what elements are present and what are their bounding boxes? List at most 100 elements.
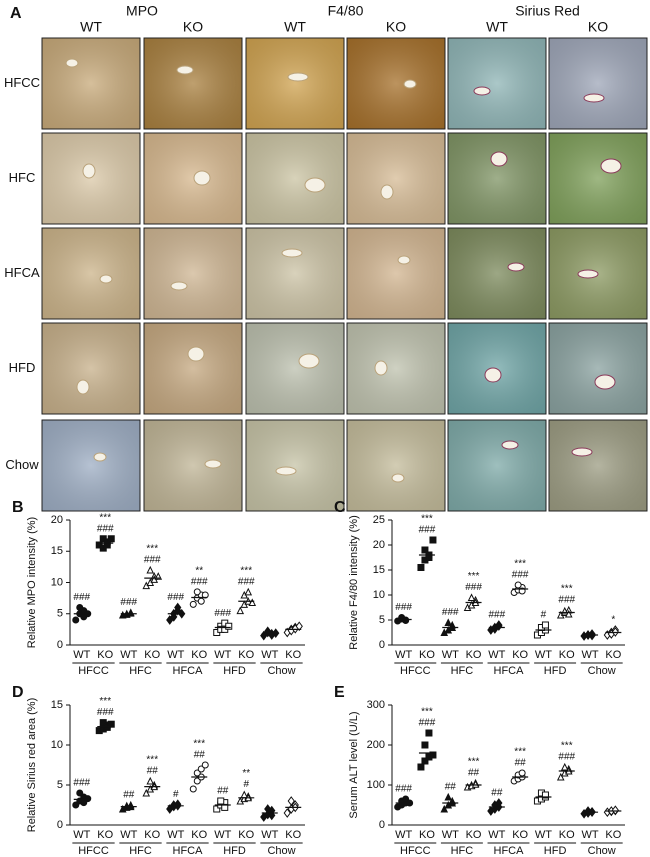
data-point xyxy=(440,804,449,813)
data-point xyxy=(236,606,245,615)
significance-label: *** xyxy=(99,512,111,523)
group-label: HFCA xyxy=(494,845,525,857)
micrograph-shade xyxy=(144,228,242,319)
y-tick-label: 10 xyxy=(373,589,385,601)
group-label: HFCC xyxy=(400,845,431,857)
x-tick-label: WT xyxy=(120,649,137,661)
y-tick-label: 100 xyxy=(367,779,385,791)
significance-label: # xyxy=(243,779,249,790)
data-point xyxy=(189,600,197,608)
micrograph-shade xyxy=(144,133,242,224)
data-point xyxy=(417,763,425,771)
vessel xyxy=(501,440,519,450)
vessel xyxy=(82,163,96,179)
significance-label: *** xyxy=(240,566,252,577)
data-point xyxy=(283,808,291,818)
y-axis-label: Relative MPO intensity (%) xyxy=(26,517,38,648)
data-point xyxy=(217,797,225,805)
x-tick-label: KO xyxy=(285,649,301,661)
data-point xyxy=(197,597,205,605)
y-axis-label: Relative Sirius red area (%) xyxy=(26,698,38,833)
significance-label: ### xyxy=(465,582,482,593)
significance-label: ## xyxy=(217,786,229,797)
significance-label: ** xyxy=(195,566,203,577)
micrograph-shade xyxy=(549,38,647,129)
x-tick-label: WT xyxy=(395,649,412,661)
data-point xyxy=(248,598,257,606)
micrograph-shade xyxy=(347,420,445,511)
data-point xyxy=(295,621,303,632)
data-point xyxy=(444,618,453,626)
genotype-header: WT xyxy=(80,19,102,35)
data-point xyxy=(471,780,480,788)
data-point xyxy=(467,593,476,601)
data-point xyxy=(122,801,131,810)
group-label: HFCC xyxy=(78,845,109,857)
significance-label: ## xyxy=(445,782,457,793)
diet-label: Chow xyxy=(5,457,39,472)
significance-label: ### xyxy=(73,592,90,603)
stain-header: F4/80 xyxy=(328,3,364,19)
data-point xyxy=(76,604,84,611)
x-tick-label: WT xyxy=(535,649,552,661)
group-label: HFC xyxy=(129,665,152,677)
x-tick-label: KO xyxy=(419,829,435,841)
data-point xyxy=(170,612,178,622)
x-tick-label: KO xyxy=(466,829,482,841)
micrograph-shade xyxy=(246,228,344,319)
group-label: HFC xyxy=(451,845,474,857)
x-tick-label: KO xyxy=(419,649,435,661)
significance-label: ### xyxy=(558,595,575,606)
data-point xyxy=(611,805,619,816)
vessel xyxy=(176,65,194,75)
vessel xyxy=(281,248,303,258)
data-point xyxy=(287,796,295,806)
significance-label: # xyxy=(541,610,547,621)
data-point xyxy=(518,769,526,777)
x-tick-label: WT xyxy=(73,829,90,841)
x-tick-label: WT xyxy=(167,649,184,661)
micrograph-shade xyxy=(144,420,242,511)
data-point xyxy=(429,536,437,544)
group-label: Chow xyxy=(267,845,295,857)
data-point xyxy=(425,729,433,737)
y-tick-label: 5 xyxy=(57,779,63,791)
significance-label: *** xyxy=(421,514,433,525)
data-point xyxy=(556,772,565,781)
vessel xyxy=(397,255,411,265)
micrograph-shade xyxy=(42,133,140,224)
data-point xyxy=(225,622,233,630)
data-point xyxy=(541,621,549,629)
significance-label: ### xyxy=(191,577,208,588)
significance-label: ### xyxy=(419,718,436,729)
vessel xyxy=(374,360,388,376)
x-tick-label: KO xyxy=(605,649,621,661)
significance-label: *** xyxy=(421,707,433,718)
vessel xyxy=(304,177,326,193)
significance-label: * xyxy=(611,615,615,626)
panel-label: B xyxy=(12,499,24,516)
data-point xyxy=(107,535,115,543)
data-point xyxy=(421,741,429,749)
vessel xyxy=(507,262,525,272)
y-tick-label: 20 xyxy=(373,539,385,551)
vessel xyxy=(473,86,491,96)
significance-label: *** xyxy=(561,584,573,595)
x-tick-label: KO xyxy=(512,649,528,661)
significance-label: ## xyxy=(194,750,206,761)
significance-label: *** xyxy=(193,739,205,750)
significance-label: ### xyxy=(120,597,137,608)
significance-label: ## xyxy=(515,758,527,769)
significance-label: ### xyxy=(144,555,161,566)
x-tick-label: KO xyxy=(285,829,301,841)
micrograph-shade xyxy=(42,420,140,511)
y-tick-label: 15 xyxy=(51,699,63,711)
x-tick-label: WT xyxy=(261,829,278,841)
x-tick-label: WT xyxy=(120,829,137,841)
y-tick-label: 20 xyxy=(51,514,63,526)
panel-label: E xyxy=(334,684,345,701)
genotype-header: KO xyxy=(183,19,203,35)
y-tick-label: 300 xyxy=(367,699,385,711)
significance-label: ## xyxy=(468,768,480,779)
group-label: Chow xyxy=(588,845,616,857)
